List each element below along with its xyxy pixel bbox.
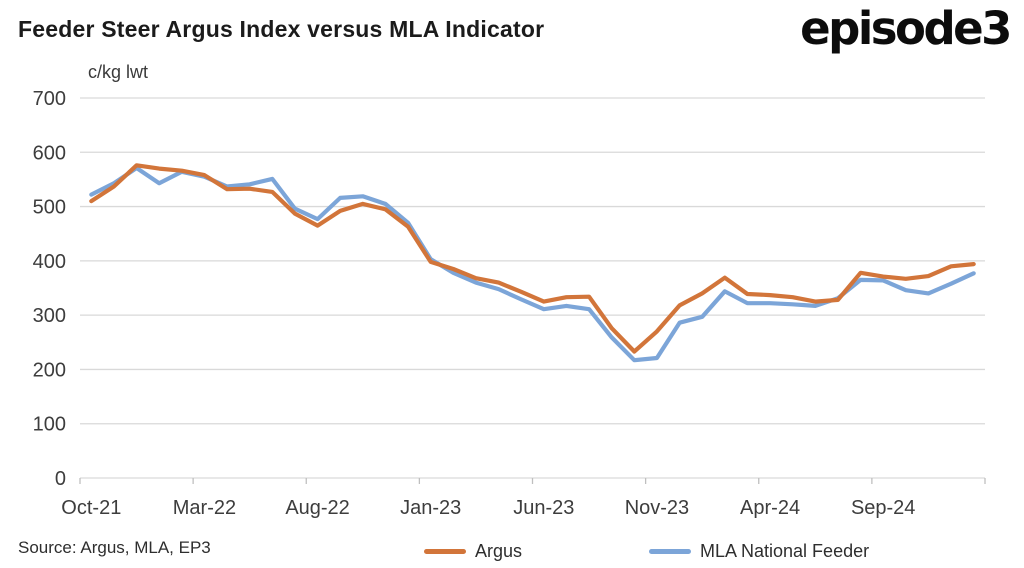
x-tick-label-Nov-23: Nov-23 bbox=[625, 497, 689, 519]
legend-label-mla-national-feeder: MLA National Feeder bbox=[700, 540, 870, 561]
mla-line-swatch-icon bbox=[649, 548, 691, 554]
legend-item-argus: Argus bbox=[424, 539, 522, 563]
line-chart: 0 100 200 300 400 500 600 700 Oct-21 Mar-22 Aug-22… bbox=[33, 88, 986, 519]
y-tick-label-300: 300 bbox=[33, 305, 66, 327]
source-note: Source: Argus, MLA, EP3 bbox=[18, 538, 211, 557]
episode3-logo: episode3 bbox=[800, 2, 1012, 55]
y-tick-label-200: 200 bbox=[33, 359, 66, 381]
x-tick-label-Mar-22: Mar-22 bbox=[173, 497, 236, 519]
y-tick-label-400: 400 bbox=[33, 251, 66, 273]
x-tick-label-Apr-24: Apr-24 bbox=[740, 497, 800, 519]
x-tick-label-Aug-22: Aug-22 bbox=[285, 497, 350, 519]
y-tick-label-500: 500 bbox=[33, 197, 66, 219]
argus-line bbox=[89, 163, 976, 354]
x-tick-label-Oct-21: Oct-21 bbox=[61, 497, 121, 519]
page-title: Feeder Steer Argus Index versus MLA Indi… bbox=[18, 16, 545, 42]
x-tick-label-Sep-24: Sep-24 bbox=[851, 497, 916, 519]
x-tick-label-Jan-23: Jan-23 bbox=[400, 497, 461, 519]
y-axis-unit-label: c/kg lwt bbox=[88, 62, 149, 82]
legend-item-mla-national-feeder: MLA National Feeder bbox=[649, 539, 869, 563]
x-tick-label-Jun-23: Jun-23 bbox=[513, 497, 574, 519]
argus-line-swatch-icon bbox=[424, 548, 466, 554]
y-tick-label-700: 700 bbox=[33, 88, 66, 110]
mla-national-feeder-line bbox=[89, 165, 976, 363]
legend-label-argus: Argus bbox=[475, 540, 523, 561]
y-tick-label-100: 100 bbox=[33, 414, 66, 436]
y-tick-label-0: 0 bbox=[55, 468, 66, 490]
y-tick-label-600: 600 bbox=[33, 142, 66, 164]
